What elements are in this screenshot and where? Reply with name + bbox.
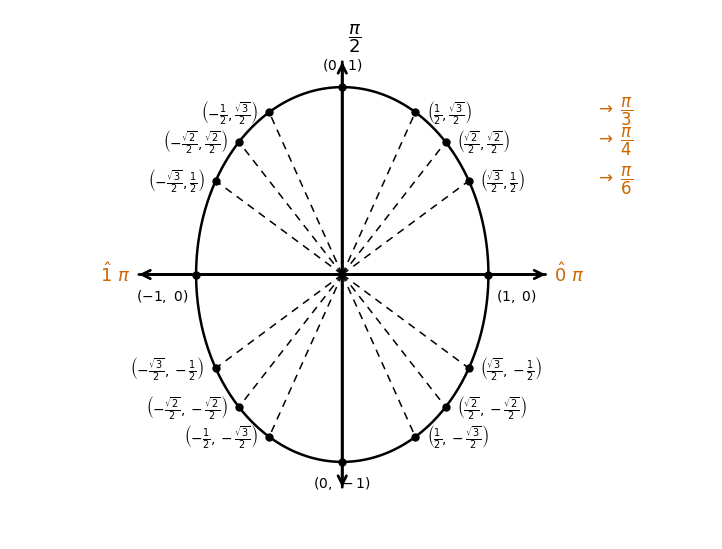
Text: $\hat{1}\ \pi$: $\hat{1}\ \pi$	[100, 262, 131, 287]
Text: $\rightarrow\ \dfrac{\pi}{6}$: $\rightarrow\ \dfrac{\pi}{6}$	[595, 165, 634, 197]
Text: $\hat{0}\ \pi$: $\hat{0}\ \pi$	[554, 262, 584, 287]
Text: $\left(\frac{\sqrt{3}}{2},-\frac{1}{2}\right)$: $\left(\frac{\sqrt{3}}{2},-\frac{1}{2}\r…	[480, 355, 542, 382]
Text: $\left(-\frac{\sqrt{2}}{2},\frac{\sqrt{2}}{2}\right)$: $\left(-\frac{\sqrt{2}}{2},\frac{\sqrt{2…	[163, 128, 227, 155]
Text: $(0,\ 1)$: $(0,\ 1)$	[322, 57, 362, 74]
Text: $\left(\frac{\sqrt{3}}{2},\frac{1}{2}\right)$: $\left(\frac{\sqrt{3}}{2},\frac{1}{2}\ri…	[480, 167, 526, 194]
Text: $(1,\ 0)$: $(1,\ 0)$	[496, 288, 536, 305]
Text: $\rightarrow\ \dfrac{\pi}{4}$: $\rightarrow\ \dfrac{\pi}{4}$	[595, 126, 634, 158]
Text: $\left(-\frac{\sqrt{3}}{2},\frac{1}{2}\right)$: $\left(-\frac{\sqrt{3}}{2},\frac{1}{2}\r…	[147, 167, 204, 194]
Text: $\left(-\frac{\sqrt{3}}{2},-\frac{1}{2}\right)$: $\left(-\frac{\sqrt{3}}{2},-\frac{1}{2}\…	[131, 355, 204, 382]
Text: $\dfrac{\pi}{2}$: $\dfrac{\pi}{2}$	[348, 23, 361, 55]
Text: $\left(\frac{\sqrt{2}}{2},\frac{\sqrt{2}}{2}\right)$: $\left(\frac{\sqrt{2}}{2},\frac{\sqrt{2}…	[457, 128, 510, 155]
Text: $(-1,\ 0)$: $(-1,\ 0)$	[136, 288, 188, 305]
Text: $\left(-\frac{\sqrt{2}}{2},-\frac{\sqrt{2}}{2}\right)$: $\left(-\frac{\sqrt{2}}{2},-\frac{\sqrt{…	[146, 394, 227, 421]
Text: $\left(\frac{1}{2},-\frac{\sqrt{3}}{2}\right)$: $\left(\frac{1}{2},-\frac{\sqrt{3}}{2}\r…	[427, 423, 489, 450]
Text: $\left(-\frac{1}{2},-\frac{\sqrt{3}}{2}\right)$: $\left(-\frac{1}{2},-\frac{\sqrt{3}}{2}\…	[184, 423, 258, 450]
Text: $(0,\ -1)$: $(0,\ -1)$	[313, 475, 371, 492]
Text: $\left(\frac{1}{2},\frac{\sqrt{3}}{2}\right)$: $\left(\frac{1}{2},\frac{\sqrt{3}}{2}\ri…	[427, 99, 472, 126]
Text: $\rightarrow\ \dfrac{\pi}{3}$: $\rightarrow\ \dfrac{\pi}{3}$	[595, 96, 634, 128]
Text: $\left(-\frac{1}{2},\frac{\sqrt{3}}{2}\right)$: $\left(-\frac{1}{2},\frac{\sqrt{3}}{2}\r…	[201, 99, 258, 126]
Text: $\left(\frac{\sqrt{2}}{2},-\frac{\sqrt{2}}{2}\right)$: $\left(\frac{\sqrt{2}}{2},-\frac{\sqrt{2…	[457, 394, 527, 421]
